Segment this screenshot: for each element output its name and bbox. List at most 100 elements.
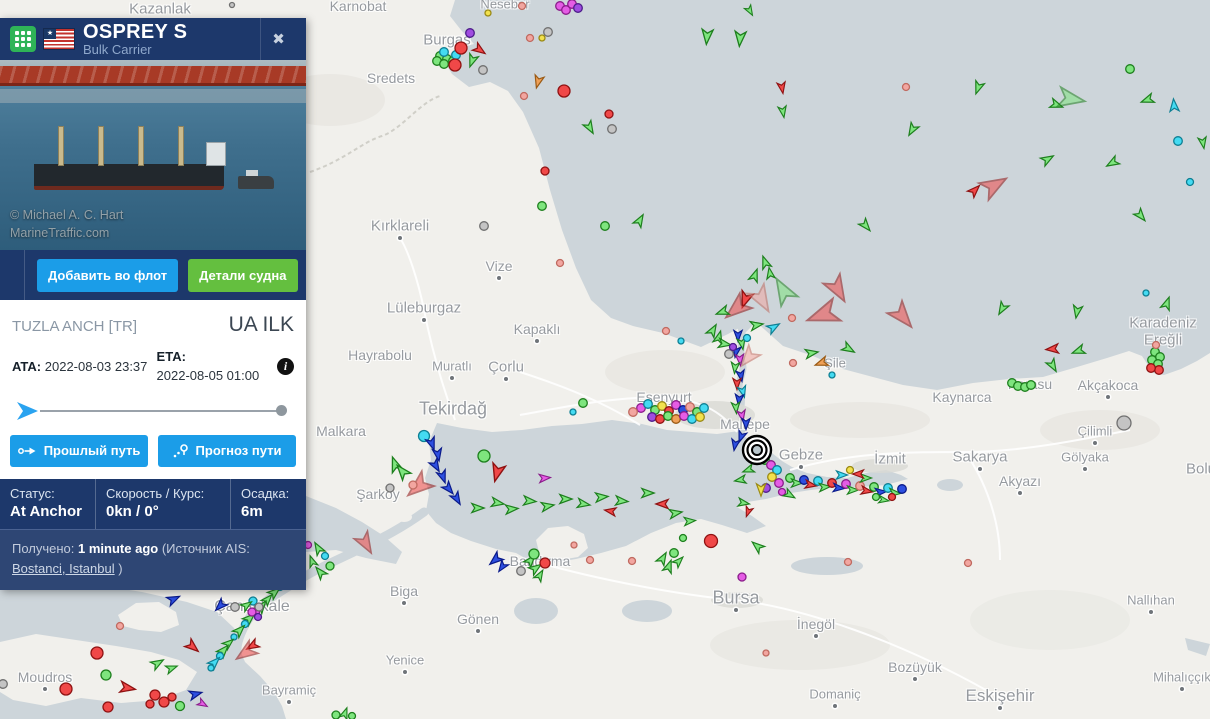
vessel-marker[interactable] bbox=[817, 482, 833, 493]
vessel-marker[interactable] bbox=[207, 664, 215, 672]
vessel-marker[interactable] bbox=[311, 540, 327, 558]
vessel-marker[interactable] bbox=[145, 699, 155, 709]
vessel-marker[interactable] bbox=[521, 494, 538, 507]
vessel-marker[interactable] bbox=[742, 3, 755, 17]
vessel-marker[interactable] bbox=[1125, 64, 1135, 74]
vessel-marker[interactable] bbox=[1158, 295, 1174, 313]
vessel-marker[interactable] bbox=[731, 377, 743, 392]
vessel-marker[interactable] bbox=[454, 41, 468, 55]
vessel-marker[interactable] bbox=[613, 494, 630, 507]
vessel-marker[interactable] bbox=[737, 288, 756, 310]
vessel-marker[interactable] bbox=[232, 638, 261, 666]
vessel-marker[interactable] bbox=[174, 700, 186, 712]
vessel-marker[interactable] bbox=[765, 265, 777, 281]
vessel-marker[interactable] bbox=[585, 555, 595, 565]
vessel-marker[interactable] bbox=[631, 212, 647, 230]
vessel-marker[interactable] bbox=[465, 28, 475, 38]
vessel-marker[interactable] bbox=[655, 414, 665, 424]
vessel-marker[interactable] bbox=[703, 533, 719, 549]
vessel-marker[interactable] bbox=[767, 472, 777, 482]
vessel-marker[interactable] bbox=[495, 558, 511, 574]
vessel-marker[interactable] bbox=[884, 298, 919, 333]
forecast-route-button[interactable]: Прогноз пути bbox=[158, 434, 296, 467]
vessel-marker[interactable] bbox=[205, 654, 222, 672]
vessel-marker[interactable] bbox=[90, 646, 104, 660]
vessel-marker[interactable] bbox=[1070, 342, 1088, 358]
add-to-fleet-button[interactable]: Добавить во флот bbox=[37, 258, 179, 292]
vessel-marker[interactable] bbox=[678, 533, 688, 543]
vessel-marker[interactable] bbox=[430, 446, 443, 463]
vessel-marker[interactable] bbox=[995, 299, 1011, 316]
vessel-marker[interactable] bbox=[839, 340, 856, 356]
vessel-marker[interactable] bbox=[828, 371, 836, 379]
vessel-marker[interactable] bbox=[351, 528, 378, 557]
vessel-marker[interactable] bbox=[528, 548, 540, 560]
vessel-marker[interactable] bbox=[835, 469, 850, 481]
vessel-marker[interactable] bbox=[627, 556, 637, 566]
vessel-marker[interactable] bbox=[230, 633, 238, 641]
vessel-marker[interactable] bbox=[846, 484, 861, 496]
vessel-marker[interactable] bbox=[489, 495, 506, 508]
vessel-marker[interactable] bbox=[724, 349, 734, 359]
info-icon[interactable]: i bbox=[277, 358, 294, 376]
vessel-marker[interactable] bbox=[654, 498, 670, 510]
vessel-marker[interactable] bbox=[671, 400, 681, 410]
vessel-marker[interactable] bbox=[640, 487, 656, 499]
vessel-marker[interactable] bbox=[439, 47, 449, 57]
vessel-marker[interactable] bbox=[787, 313, 797, 323]
vessel-marker[interactable] bbox=[557, 84, 571, 98]
vessel-marker[interactable] bbox=[1154, 365, 1164, 375]
vessel-marker[interactable] bbox=[517, 1, 527, 11]
vessel-marker[interactable] bbox=[1071, 303, 1085, 320]
vessel-marker[interactable] bbox=[820, 271, 853, 306]
selected-vessel-target[interactable] bbox=[741, 434, 773, 466]
vessel-marker[interactable] bbox=[602, 506, 618, 518]
vessel-marker[interactable] bbox=[768, 274, 801, 309]
vessel-marker[interactable] bbox=[448, 58, 462, 72]
vessel-marker[interactable] bbox=[1185, 177, 1195, 187]
menu-icon[interactable] bbox=[10, 250, 25, 300]
vessel-marker[interactable] bbox=[695, 412, 705, 422]
vessel-marker[interactable] bbox=[628, 407, 638, 417]
vessel-marker[interactable] bbox=[775, 80, 787, 96]
vessel-marker[interactable] bbox=[744, 281, 777, 316]
vessel-marker[interactable] bbox=[803, 296, 844, 331]
vessel-marker[interactable] bbox=[737, 572, 747, 582]
vessel-marker[interactable] bbox=[408, 480, 418, 490]
vessel-marker[interactable] bbox=[439, 59, 449, 69]
vessel-marker[interactable] bbox=[704, 322, 720, 340]
vessel-marker[interactable] bbox=[487, 549, 506, 569]
vessel-marker[interactable] bbox=[734, 368, 746, 384]
vessel-marker[interactable] bbox=[643, 399, 653, 409]
vessel-marker[interactable] bbox=[539, 557, 551, 569]
vessel-marker[interactable] bbox=[803, 478, 819, 490]
vessel-marker[interactable] bbox=[669, 548, 679, 558]
vessel-marker[interactable] bbox=[749, 538, 767, 556]
vessel-marker[interactable] bbox=[254, 602, 264, 612]
vessel-marker[interactable] bbox=[238, 598, 254, 614]
vessel-marker[interactable] bbox=[163, 662, 179, 676]
vessel-marker[interactable] bbox=[477, 449, 491, 463]
vessel-marker[interactable] bbox=[385, 483, 395, 493]
vessel-marker[interactable] bbox=[720, 290, 755, 325]
fleet-grid-icon[interactable] bbox=[10, 26, 36, 52]
vessel-marker[interactable] bbox=[212, 596, 230, 613]
vessel-marker[interactable] bbox=[762, 649, 770, 657]
vessel-marker[interactable] bbox=[558, 493, 574, 505]
vessel-marker[interactable] bbox=[972, 78, 987, 96]
vessel-marker[interactable] bbox=[306, 554, 320, 570]
vessel-marker[interactable] bbox=[540, 166, 550, 176]
vessel-marker[interactable] bbox=[470, 40, 487, 58]
vessel-marker[interactable] bbox=[325, 561, 335, 571]
vessel-marker[interactable] bbox=[427, 456, 443, 473]
vessel-marker[interactable] bbox=[538, 34, 546, 42]
vessel-marker[interactable] bbox=[561, 5, 571, 15]
vessel-marker[interactable] bbox=[569, 408, 577, 416]
vessel-marker[interactable] bbox=[228, 1, 236, 9]
vessel-marker[interactable] bbox=[148, 656, 165, 672]
vessel-marker[interactable] bbox=[600, 221, 610, 231]
vessel-marker[interactable] bbox=[187, 688, 204, 702]
vessel-marker[interactable] bbox=[663, 411, 673, 421]
vessel-marker[interactable] bbox=[1146, 363, 1156, 373]
vessel-marker[interactable] bbox=[677, 337, 685, 345]
